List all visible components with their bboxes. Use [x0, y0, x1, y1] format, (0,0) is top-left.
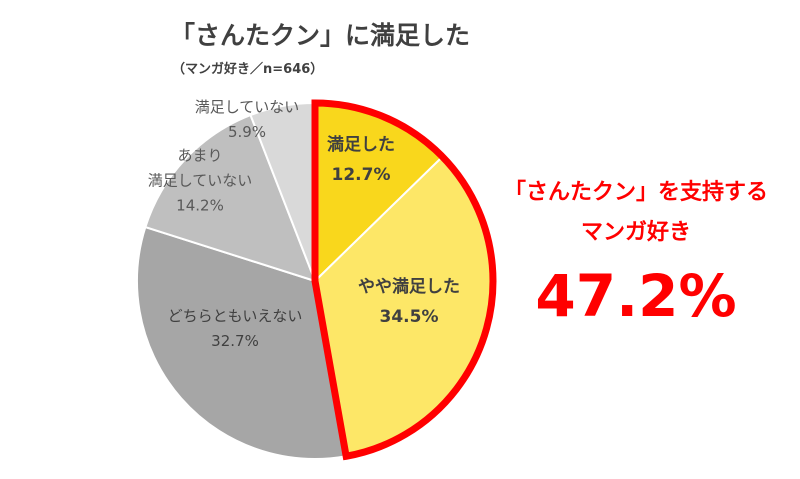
highlight-caption-line2: マンガ好き: [580, 220, 691, 245]
slice-value-label: 32.7%: [211, 332, 259, 350]
chart-title: 「さんたクン」に満足した: [170, 21, 471, 50]
slice-category-label: 満足していない: [148, 172, 253, 190]
pie-labels: 満足した12.7%やや満足した34.5%どちらともいえない32.7%あまり満足し…: [148, 98, 460, 350]
slice-category-label: どちらともいえない: [168, 307, 303, 325]
slice-value-label: 14.2%: [176, 197, 224, 215]
slice-category-label: やや満足した: [358, 276, 460, 297]
highlight-outline: [311, 99, 497, 461]
slice-category-label: あまり: [177, 147, 222, 165]
chart-subtitle: （マンガ好き／n=646）: [172, 62, 324, 77]
slice-value-label: 34.5%: [380, 307, 439, 327]
highlight-total: 47.2%: [535, 262, 737, 330]
pie-slice: [136, 225, 348, 460]
pie-slice: [144, 113, 317, 283]
slice-value-label: 12.7%: [332, 165, 391, 185]
pie-slices: [136, 101, 494, 460]
slice-category-label: 満足した: [327, 134, 395, 155]
highlight-caption-line1: 「さんたクン」を支持する: [503, 180, 768, 205]
slice-category-label: 満足していない: [195, 98, 300, 116]
slice-value-label: 5.9%: [228, 123, 266, 141]
